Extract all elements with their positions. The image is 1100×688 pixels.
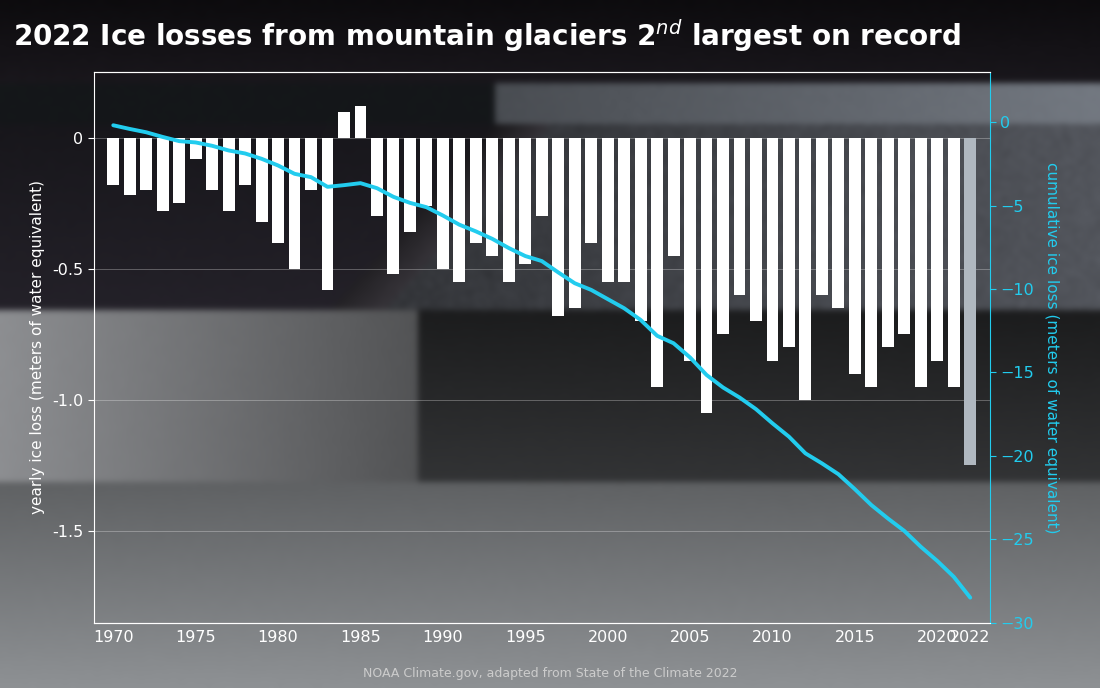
Bar xyxy=(354,107,366,138)
Bar xyxy=(668,138,680,256)
Bar xyxy=(816,138,828,295)
Bar xyxy=(222,138,234,211)
Bar xyxy=(453,138,465,282)
Bar xyxy=(701,138,713,413)
Bar xyxy=(338,111,350,138)
Bar xyxy=(124,138,135,195)
Bar xyxy=(882,138,894,347)
Bar xyxy=(420,138,432,206)
Bar xyxy=(932,138,943,361)
Bar xyxy=(866,138,878,387)
Bar xyxy=(174,138,185,203)
Bar xyxy=(239,138,251,185)
Bar xyxy=(288,138,300,269)
Bar xyxy=(618,138,630,282)
Bar xyxy=(849,138,861,374)
Bar xyxy=(948,138,959,387)
Bar xyxy=(965,138,976,465)
Bar xyxy=(519,138,531,264)
Bar xyxy=(108,138,119,185)
Text: NOAA Climate.gov, adapted from State of the Climate 2022: NOAA Climate.gov, adapted from State of … xyxy=(363,667,737,680)
Bar xyxy=(404,138,416,232)
Bar xyxy=(833,138,845,308)
Bar xyxy=(141,138,152,190)
Bar xyxy=(321,138,333,290)
Text: 2022 Ice losses from mountain glaciers 2$^{nd}$ largest on record: 2022 Ice losses from mountain glaciers 2… xyxy=(13,17,961,54)
Bar xyxy=(635,138,647,321)
Bar xyxy=(470,138,482,243)
Y-axis label: yearly ice loss (meters of water equivalent): yearly ice loss (meters of water equival… xyxy=(30,180,45,515)
Bar xyxy=(206,138,218,190)
Bar xyxy=(552,138,564,316)
Bar xyxy=(717,138,729,334)
Bar xyxy=(750,138,762,321)
Bar xyxy=(189,138,201,159)
Bar xyxy=(783,138,795,347)
Bar xyxy=(255,138,267,222)
Bar xyxy=(387,138,399,274)
Bar xyxy=(734,138,746,295)
Bar xyxy=(305,138,317,190)
Bar xyxy=(684,138,696,361)
Bar xyxy=(915,138,926,387)
Bar xyxy=(272,138,284,243)
Bar xyxy=(157,138,168,211)
Y-axis label: cumulative ice loss (meters of water equivalent): cumulative ice loss (meters of water equ… xyxy=(1044,162,1059,533)
Bar xyxy=(602,138,614,282)
Bar xyxy=(536,138,548,217)
Bar xyxy=(800,138,812,400)
Bar xyxy=(767,138,779,361)
Bar xyxy=(585,138,597,243)
Bar xyxy=(437,138,449,269)
Bar xyxy=(371,138,383,217)
Bar xyxy=(503,138,515,282)
Bar xyxy=(569,138,581,308)
Bar xyxy=(899,138,910,334)
Bar xyxy=(651,138,663,387)
Bar xyxy=(486,138,498,256)
